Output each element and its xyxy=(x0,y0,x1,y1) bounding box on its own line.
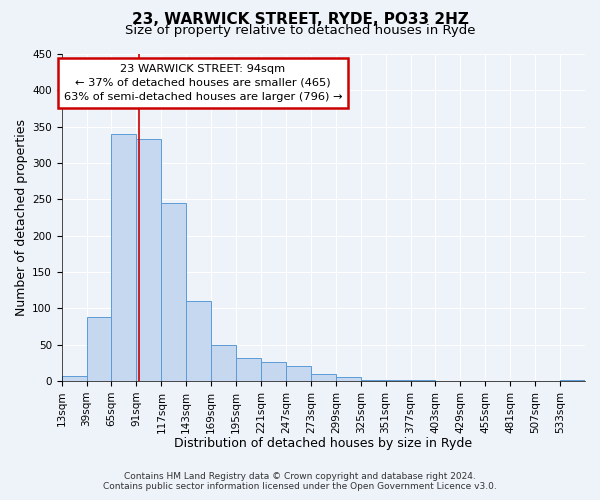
Bar xyxy=(361,380,386,381)
Bar xyxy=(112,134,136,381)
Text: 23, WARWICK STREET, RYDE, PO33 2HZ: 23, WARWICK STREET, RYDE, PO33 2HZ xyxy=(131,12,469,28)
Text: 23 WARWICK STREET: 94sqm
← 37% of detached houses are smaller (465)
63% of semi-: 23 WARWICK STREET: 94sqm ← 37% of detach… xyxy=(64,64,342,102)
Bar xyxy=(386,380,410,381)
Text: Size of property relative to detached houses in Ryde: Size of property relative to detached ho… xyxy=(125,24,475,37)
Bar xyxy=(86,317,112,381)
Bar xyxy=(336,378,361,381)
Bar xyxy=(311,374,336,381)
Y-axis label: Number of detached properties: Number of detached properties xyxy=(15,119,28,316)
Bar xyxy=(136,139,161,381)
Text: Contains HM Land Registry data © Crown copyright and database right 2024.
Contai: Contains HM Land Registry data © Crown c… xyxy=(103,472,497,491)
Bar xyxy=(261,362,286,381)
Bar xyxy=(186,301,211,381)
X-axis label: Distribution of detached houses by size in Ryde: Distribution of detached houses by size … xyxy=(174,437,472,450)
Bar xyxy=(560,380,585,381)
Bar xyxy=(161,203,186,381)
Bar xyxy=(286,366,311,381)
Bar xyxy=(211,346,236,381)
Bar xyxy=(236,358,261,381)
Bar xyxy=(410,380,436,381)
Bar xyxy=(62,376,86,381)
